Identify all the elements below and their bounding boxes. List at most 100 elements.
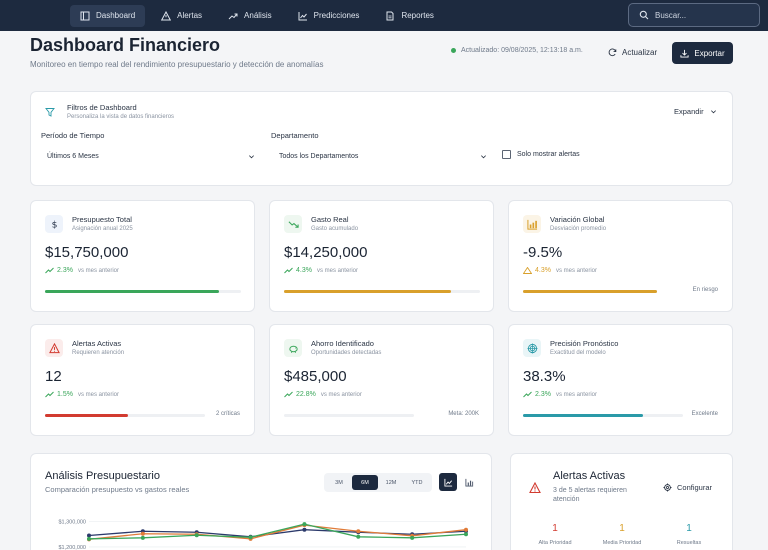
page-title: Dashboard Financiero bbox=[30, 35, 221, 55]
metric-change-label: vs mes anterior bbox=[555, 391, 597, 398]
alert-stat-label: Alta Prioridad bbox=[538, 540, 572, 546]
period-select[interactable]: Últimos 6 Meses bbox=[31, 146, 261, 166]
series-line-0 bbox=[88, 529, 467, 538]
metric-title: Variación Global bbox=[550, 215, 605, 224]
search-input[interactable] bbox=[655, 10, 745, 20]
tab-12m[interactable]: 12M bbox=[385, 479, 397, 486]
metric-change-value: 1.5% bbox=[57, 391, 73, 398]
nav-item-alertas[interactable]: Alertas bbox=[151, 5, 212, 27]
metric-progress-fill bbox=[45, 414, 129, 417]
data-point[interactable] bbox=[410, 535, 415, 540]
metric-progress-bar bbox=[45, 414, 205, 417]
data-point[interactable] bbox=[248, 535, 253, 540]
search-box[interactable] bbox=[628, 3, 760, 27]
metric-icon-wrap bbox=[523, 215, 541, 233]
metric-progress-bar bbox=[284, 414, 414, 417]
department-select[interactable]: Todos los Departamentos bbox=[263, 146, 493, 166]
trend-up-icon bbox=[228, 13, 238, 19]
metric-card-alertas: Alertas Activas Requieren atención 12 1.… bbox=[30, 324, 255, 436]
nav-item-reportes[interactable]: Reportes bbox=[375, 5, 443, 27]
data-point[interactable] bbox=[302, 527, 307, 532]
data-point[interactable] bbox=[194, 533, 199, 538]
export-button[interactable]: Exportar bbox=[672, 42, 733, 64]
nav-item-predicciones[interactable]: Predicciones bbox=[288, 5, 370, 27]
metric-subtitle: Exactitud del modelo bbox=[550, 350, 606, 356]
data-point[interactable] bbox=[464, 527, 468, 532]
y-tick-label: $1,300,000 bbox=[58, 520, 86, 526]
metric-subtitle: Requieren atención bbox=[72, 350, 125, 356]
search-icon bbox=[639, 10, 649, 20]
metric-change: 1.5% vs mes anterior bbox=[45, 391, 119, 398]
filters-subtitle: Personaliza la vista de datos financiero… bbox=[67, 114, 175, 120]
metric-change-label: vs mes anterior bbox=[320, 391, 362, 398]
data-point[interactable] bbox=[356, 534, 361, 539]
nav-item-dashboard[interactable]: Dashboard bbox=[70, 4, 146, 27]
only-alerts-toggle[interactable]: Solo mostrar alertas bbox=[502, 150, 580, 159]
nav-item-analisis[interactable]: Análisis bbox=[218, 5, 282, 27]
alert-stat-label: Media Prioridad bbox=[602, 540, 642, 546]
nav-item-label: Dashboard bbox=[96, 11, 136, 20]
trend-up-icon bbox=[284, 391, 293, 398]
alert-stat-count: 1 bbox=[619, 523, 625, 534]
metric-card-precision: Precisión Pronóstico Exactitud del model… bbox=[508, 324, 733, 436]
document-icon bbox=[386, 11, 394, 20]
filters-title: Filtros de Dashboard bbox=[67, 103, 137, 112]
metric-progress-fill bbox=[523, 414, 643, 417]
metric-change: 4.3% vs mes anterior bbox=[284, 267, 358, 274]
metric-change-label: vs mes anterior bbox=[77, 391, 119, 398]
chart-subtitle: Comparación presupuesto vs gastos reales bbox=[45, 485, 190, 494]
metric-change-label: vs mes anterior bbox=[555, 267, 597, 274]
data-point[interactable] bbox=[140, 535, 145, 540]
nav-item-label: Alertas bbox=[177, 11, 203, 20]
metric-progress-bar bbox=[523, 414, 683, 417]
trend-up-icon bbox=[284, 267, 293, 274]
tab-3m[interactable]: 3M bbox=[335, 479, 343, 486]
alert-stat-count: 1 bbox=[686, 523, 692, 534]
metric-note: Meta: 200K bbox=[448, 411, 479, 417]
alert-stat-resolved: 1 Resueltas bbox=[659, 523, 719, 546]
alerts-title: Alertas Activas bbox=[553, 470, 626, 482]
metric-card-gasto: Gasto Real Gasto acumulado $14,250,000 4… bbox=[269, 200, 494, 312]
only-alerts-label: Solo mostrar alertas bbox=[517, 151, 580, 158]
period-label: Período de Tiempo bbox=[41, 131, 105, 140]
metric-change-value: 4.3% bbox=[535, 267, 551, 274]
percent-icon bbox=[526, 219, 537, 230]
data-point[interactable] bbox=[356, 529, 361, 534]
active-alerts-card: Alertas Activas 3 de 5 alertas requieren… bbox=[510, 453, 733, 550]
chevron-down-icon bbox=[481, 154, 486, 158]
data-point[interactable] bbox=[464, 532, 468, 537]
series-line-1 bbox=[88, 524, 467, 540]
line-chart-icon bbox=[443, 478, 452, 487]
nav-item-label: Reportes bbox=[401, 11, 434, 20]
filters-panel: Filtros de Dashboard Personaliza la vist… bbox=[30, 91, 733, 186]
tab-ytd[interactable]: YTD bbox=[411, 479, 423, 486]
last-updated-text: Actualizado: 09/08/2025, 12:13:18 a.m. bbox=[461, 47, 583, 54]
data-point[interactable] bbox=[87, 536, 91, 541]
line-chart-toggle[interactable] bbox=[439, 473, 457, 491]
bar-chart-toggle[interactable] bbox=[460, 473, 478, 491]
expand-button[interactable]: Expandir bbox=[674, 107, 717, 116]
metric-note: 2 críticas bbox=[215, 411, 240, 417]
chart-title: Análisis Presupuestario bbox=[45, 470, 160, 482]
only-alerts-checkbox[interactable] bbox=[502, 150, 511, 159]
tab-6m[interactable]: 6M bbox=[352, 475, 378, 490]
data-point[interactable] bbox=[302, 522, 307, 527]
metric-title: Alertas Activas bbox=[72, 339, 122, 348]
piggy-bank-icon bbox=[288, 345, 298, 353]
metric-progress-fill bbox=[45, 290, 220, 293]
metric-subtitle: Desviación promedio bbox=[550, 226, 607, 232]
refresh-button[interactable]: Actualizar bbox=[600, 42, 665, 63]
data-point[interactable] bbox=[87, 533, 91, 538]
data-point[interactable] bbox=[140, 531, 145, 536]
metric-icon-wrap: $ bbox=[45, 215, 63, 233]
line-chart-icon bbox=[298, 11, 307, 20]
metric-change: 22.8% vs mes anterior bbox=[284, 391, 362, 398]
alert-stat-medium: 1 Media Prioridad bbox=[592, 523, 652, 546]
configure-button[interactable]: Configurar bbox=[663, 483, 712, 492]
metric-value: $15,750,000 bbox=[45, 244, 129, 261]
budget-line-chart: $1,300,000 $1,200,000 bbox=[58, 520, 468, 550]
metric-value: -9.5% bbox=[523, 244, 563, 261]
metric-value: 12 bbox=[45, 368, 62, 385]
metric-note: En riesgo bbox=[692, 287, 718, 293]
metric-value: $14,250,000 bbox=[284, 244, 368, 261]
